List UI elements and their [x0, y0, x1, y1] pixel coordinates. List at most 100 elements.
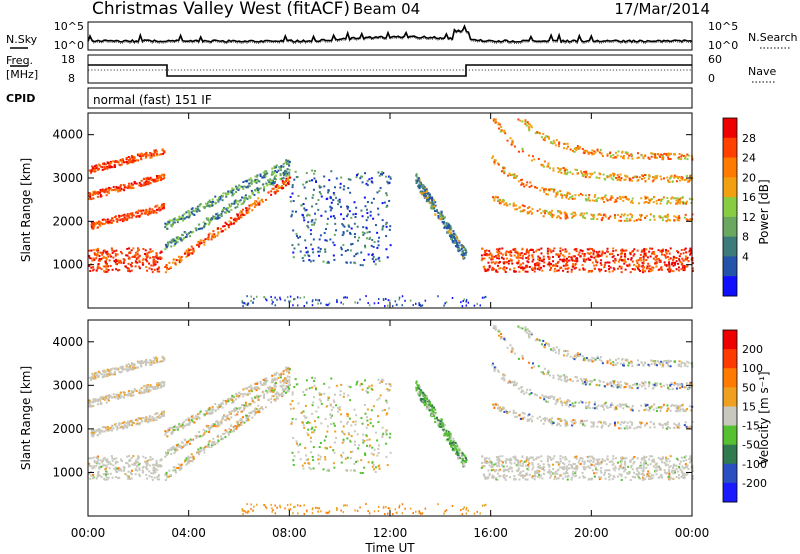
velocity-cell	[166, 453, 169, 456]
power-cell	[501, 129, 504, 132]
velocity-cell	[195, 436, 198, 439]
power-data-cells	[88, 118, 694, 308]
power-cell	[335, 196, 338, 199]
power-cell	[342, 303, 345, 306]
velocity-cell	[677, 474, 680, 477]
power-cell	[227, 226, 230, 229]
velocity-cell	[587, 456, 590, 459]
power-cell	[258, 180, 261, 183]
power-cell	[432, 206, 435, 209]
power-cell	[564, 215, 567, 218]
power-cell	[589, 175, 592, 178]
power-cell	[467, 301, 470, 304]
velocity-cell	[668, 469, 671, 472]
power-cell	[378, 189, 381, 192]
power-cell	[372, 197, 375, 200]
power-cell	[95, 257, 98, 260]
velocity-cell	[250, 397, 253, 400]
power-cell	[556, 193, 559, 196]
power-cell	[385, 194, 388, 197]
velocity-cell	[122, 465, 125, 468]
power-cell	[133, 180, 136, 183]
velocity-cell	[643, 460, 646, 463]
power-cell	[631, 201, 634, 204]
velocity-cell	[238, 408, 241, 411]
power-cell	[669, 202, 672, 205]
power-cell	[259, 175, 262, 178]
velocity-cell	[513, 477, 516, 480]
power-cell	[288, 160, 291, 163]
power-cell	[385, 192, 388, 195]
power-cell	[305, 180, 308, 183]
velocity-cell	[631, 458, 634, 461]
power-cell	[221, 229, 224, 232]
power-cell	[240, 210, 243, 213]
power-cell	[515, 251, 518, 254]
velocity-cell	[276, 391, 279, 394]
power-cell	[500, 170, 503, 173]
velocity-cell	[93, 466, 96, 469]
power-cell	[95, 164, 98, 167]
power-cell	[409, 299, 412, 302]
power-cell	[263, 173, 266, 176]
velocity-cell	[612, 455, 615, 458]
power-cell	[506, 139, 509, 142]
velocity-cell	[184, 459, 187, 462]
power-cell	[500, 256, 503, 259]
power-cell	[520, 178, 523, 181]
power-cell	[678, 202, 681, 205]
power-cell	[511, 140, 514, 143]
velocity-cell	[114, 468, 117, 471]
power-cell	[662, 196, 665, 199]
power-cell	[102, 256, 105, 259]
velocity-cell	[658, 467, 661, 470]
power-cell	[566, 142, 569, 145]
power-cell	[538, 268, 541, 271]
power-cell	[340, 246, 343, 249]
power-cell	[238, 184, 241, 187]
power-cell	[572, 265, 575, 268]
power-cell	[188, 249, 191, 252]
power-cell	[491, 268, 494, 271]
power-cell	[493, 118, 496, 121]
power-cell	[202, 205, 205, 208]
velocity-cell	[224, 418, 227, 421]
power-cell	[93, 170, 96, 173]
velocity-cell	[637, 466, 640, 469]
power-cell	[672, 259, 675, 262]
power-cell	[147, 212, 150, 215]
power-cell	[233, 202, 236, 205]
power-cell	[496, 271, 499, 274]
velocity-cell	[178, 445, 181, 448]
power-cell	[538, 257, 541, 260]
power-cell	[276, 298, 278, 301]
power-cell	[662, 249, 665, 252]
power-cell	[682, 202, 685, 205]
power-cell	[108, 186, 111, 189]
velocity-cell	[495, 478, 498, 481]
velocity-cell	[97, 470, 100, 473]
velocity-cell	[552, 457, 555, 460]
power-cell	[377, 207, 380, 210]
power-cell	[286, 168, 289, 171]
power-cell	[643, 249, 646, 252]
power-cell	[377, 171, 380, 174]
power-cell	[481, 247, 484, 250]
power-cell	[492, 267, 495, 270]
velocity-cell	[533, 470, 536, 473]
power-cell	[327, 191, 330, 194]
power-cell	[342, 217, 345, 220]
power-cell	[129, 270, 132, 273]
velocity-cell	[137, 455, 140, 458]
power-cell	[146, 269, 149, 272]
power-cell	[150, 156, 153, 159]
power-cell	[126, 247, 129, 250]
power-cell	[307, 213, 310, 216]
power-cell	[146, 210, 149, 213]
power-cell	[416, 176, 419, 179]
power-cell	[612, 173, 615, 176]
power-cell	[600, 152, 603, 155]
power-cell	[544, 187, 547, 190]
power-cell	[563, 142, 566, 145]
velocity-cell	[288, 381, 291, 384]
